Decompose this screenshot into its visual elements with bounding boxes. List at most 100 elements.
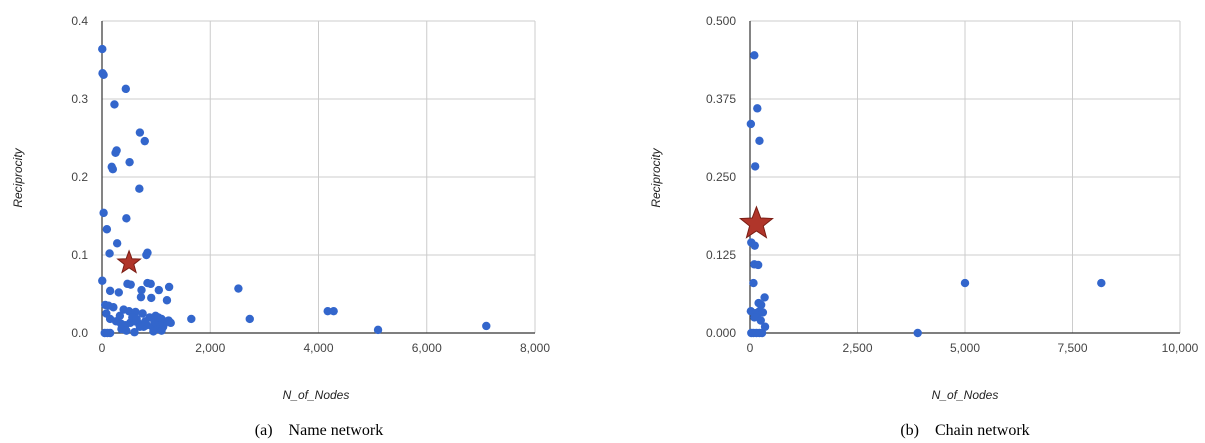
highlight-star-a [116, 249, 142, 274]
star-marker [738, 205, 774, 239]
x-tick-label-b: 5,000 [950, 341, 980, 355]
y-tick-label-a: 0.2 [71, 170, 88, 184]
data-point [114, 288, 123, 297]
data-point [760, 293, 769, 302]
data-point [132, 314, 141, 324]
data-points-a [98, 44, 491, 338]
data-points-b [746, 51, 1106, 338]
star-marker [116, 249, 142, 274]
x-tick-label-a: 0 [99, 341, 106, 355]
data-point [115, 311, 125, 321]
data-point [146, 279, 155, 289]
data-point [753, 104, 762, 113]
data-point [755, 136, 764, 146]
data-point [329, 306, 338, 316]
data-point [108, 165, 118, 174]
data-point [141, 317, 150, 326]
data-point [130, 328, 139, 337]
data-point [757, 328, 767, 338]
y-tick-label-b: 0.375 [706, 92, 736, 106]
x-tick-label-b: 10,000 [1162, 341, 1199, 355]
data-point [135, 184, 144, 193]
data-point [125, 157, 134, 167]
chart-chain-network: 0 2,500 5,000 7,500 10,000 0.000 0.125 0.250 0.3… [649, 14, 1199, 439]
y-axis-label-b: Reciprocity [649, 147, 663, 207]
data-point [1097, 278, 1106, 288]
data-point [154, 285, 164, 295]
data-point [373, 325, 383, 335]
data-point [138, 309, 147, 318]
data-point [749, 278, 758, 288]
data-point [750, 162, 760, 171]
caption-a: (a) Name network [255, 422, 383, 439]
data-point [110, 100, 119, 109]
y-tick-label-b: 0.125 [706, 248, 736, 262]
data-point [137, 285, 146, 295]
x-tick-label-a: 8,000 [520, 341, 550, 355]
data-point [98, 276, 107, 285]
data-point [111, 148, 120, 158]
data-point [750, 51, 759, 60]
data-point [105, 328, 115, 338]
data-point [756, 316, 765, 325]
data-point [750, 313, 759, 322]
x-tick-label-b: 7,500 [1057, 341, 1087, 355]
data-point [162, 296, 172, 305]
data-point [753, 260, 763, 270]
data-point [157, 326, 166, 335]
y-tick-label-a: 0.1 [71, 248, 88, 262]
data-point [121, 84, 131, 94]
data-point [112, 239, 122, 248]
x-tick-label-b: 2,500 [842, 341, 872, 355]
y-tick-label-a: 0.4 [71, 14, 88, 28]
x-axis-label-a: N_of_Nodes [283, 388, 350, 402]
y-tick-label-b: 0.000 [706, 326, 736, 340]
x-tick-label-a: 4,000 [303, 341, 333, 355]
x-tick-label-a: 6,000 [412, 341, 442, 355]
chart-name-network: 0 2,000 4,000 6,000 8,000 0.0 0.1 0.2 0.3 0.4 N_o… [11, 14, 550, 439]
data-point [102, 225, 112, 234]
data-point [135, 128, 145, 137]
data-point [760, 322, 770, 331]
data-point [126, 280, 135, 289]
data-point [122, 326, 131, 335]
data-point [149, 327, 158, 336]
data-point [758, 308, 768, 317]
data-point [913, 328, 922, 338]
x-tick-label-a: 2,000 [195, 341, 225, 355]
data-point [124, 306, 134, 316]
y-tick-label-b: 0.500 [706, 14, 736, 28]
data-point [105, 249, 114, 258]
data-point [140, 136, 149, 146]
data-point [234, 284, 243, 293]
caption-b: (b) Chain network [900, 422, 1029, 439]
data-point [245, 314, 254, 324]
y-tick-label-a: 0.3 [71, 92, 88, 106]
data-point [122, 214, 131, 223]
data-point [746, 119, 756, 129]
data-point [147, 293, 156, 303]
data-point [154, 313, 163, 322]
data-point [98, 44, 107, 54]
y-tick-label-a: 0.0 [71, 326, 88, 340]
data-point [166, 318, 175, 328]
y-axis-label-a: Reciprocity [11, 147, 25, 207]
highlight-star-b [738, 205, 774, 239]
data-point [164, 282, 174, 292]
data-point [99, 208, 108, 218]
data-point [99, 70, 108, 80]
data-point [135, 322, 145, 331]
y-tick-label-b: 0.250 [706, 170, 736, 184]
tick-labels-b: 0 2,500 5,000 7,500 10,000 0.000 0.125 0.250 0.3… [706, 14, 1199, 355]
data-point [323, 306, 332, 316]
x-axis-label-b: N_of_Nodes [932, 388, 999, 402]
data-point [750, 241, 759, 250]
tick-labels-a: 0 2,000 4,000 6,000 8,000 0.0 0.1 0.2 0.3 0.4 [71, 14, 550, 355]
data-point [960, 278, 970, 288]
x-tick-label-b: 0 [747, 341, 754, 355]
gridlines-a [102, 20, 536, 333]
data-point [142, 250, 151, 260]
data-point [136, 292, 146, 302]
data-point [482, 321, 491, 331]
data-point [105, 286, 115, 296]
